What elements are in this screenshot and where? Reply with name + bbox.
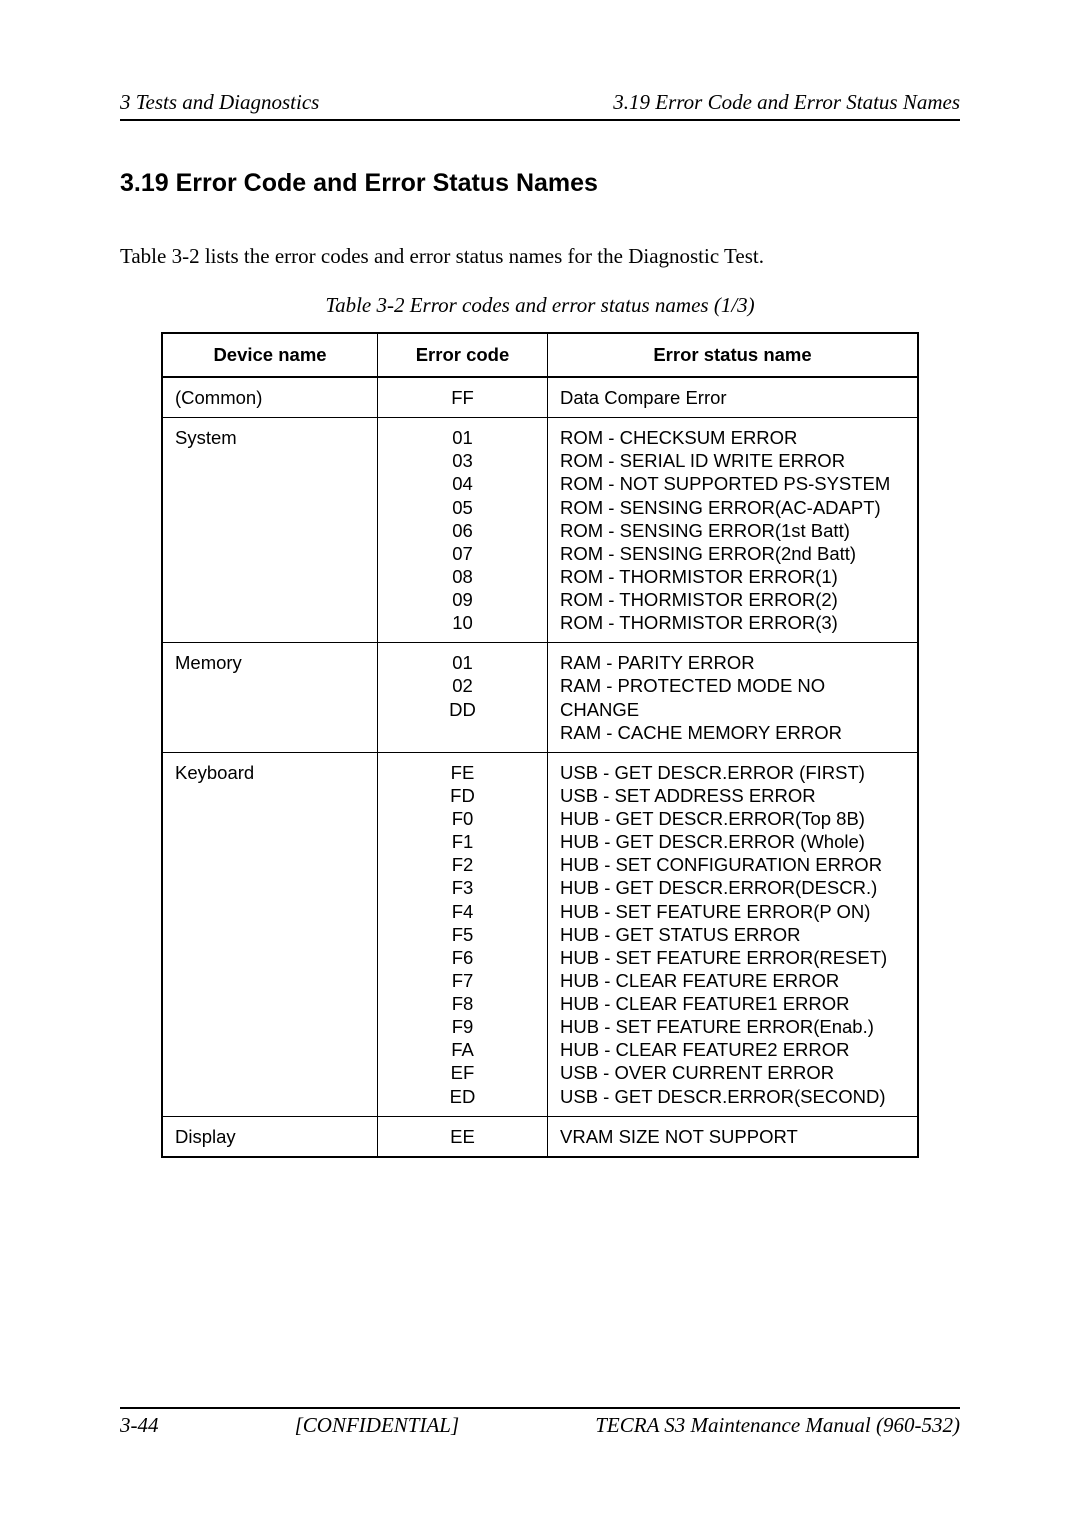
page: 3 Tests and Diagnostics 3.19 Error Code … xyxy=(0,0,1080,1158)
running-header: 3 Tests and Diagnostics 3.19 Error Code … xyxy=(120,90,960,121)
header-left: 3 Tests and Diagnostics xyxy=(120,90,319,115)
cell-statuses: ROM - CHECKSUM ERROR ROM - SERIAL ID WRI… xyxy=(548,418,919,643)
col-header-device: Device name xyxy=(162,333,378,377)
cell-codes: EE xyxy=(378,1116,548,1157)
cell-device: Memory xyxy=(162,643,378,753)
col-header-code: Error code xyxy=(378,333,548,377)
cell-codes: FE FD F0 F1 F2 F3 F4 F5 F6 F7 F8 F9 FA E… xyxy=(378,752,548,1116)
footer-right: TECRA S3 Maintenance Manual (960-532) xyxy=(595,1413,960,1438)
cell-device: (Common) xyxy=(162,377,378,418)
error-code-table: Device name Error code Error status name… xyxy=(161,332,919,1158)
col-header-status: Error status name xyxy=(548,333,919,377)
table-row: (Common) FF Data Compare Error xyxy=(162,377,918,418)
cell-device: Keyboard xyxy=(162,752,378,1116)
section-title: 3.19 Error Code and Error Status Names xyxy=(120,169,960,198)
table-header-row: Device name Error code Error status name xyxy=(162,333,918,377)
cell-statuses: Data Compare Error xyxy=(548,377,919,418)
cell-device: Display xyxy=(162,1116,378,1157)
table-caption: Table 3-2 Error codes and error status n… xyxy=(120,293,960,318)
cell-codes: 01 03 04 05 06 07 08 09 10 xyxy=(378,418,548,643)
cell-statuses: RAM - PARITY ERROR RAM - PROTECTED MODE … xyxy=(548,643,919,753)
running-footer: 3-44 [CONFIDENTIAL] TECRA S3 Maintenance… xyxy=(120,1407,960,1438)
footer-center: [CONFIDENTIAL] xyxy=(295,1413,460,1438)
footer-left: 3-44 xyxy=(120,1413,159,1438)
intro-text: Table 3-2 lists the error codes and erro… xyxy=(120,244,960,269)
table-row: System 01 03 04 05 06 07 08 09 10 ROM - … xyxy=(162,418,918,643)
cell-device: System xyxy=(162,418,378,643)
table-row: Display EE VRAM SIZE NOT SUPPORT xyxy=(162,1116,918,1157)
table-row: Memory 01 02 DD RAM - PARITY ERROR RAM -… xyxy=(162,643,918,753)
header-right: 3.19 Error Code and Error Status Names xyxy=(613,90,960,115)
cell-statuses: USB - GET DESCR.ERROR (FIRST) USB - SET … xyxy=(548,752,919,1116)
table-row: Keyboard FE FD F0 F1 F2 F3 F4 F5 F6 F7 F… xyxy=(162,752,918,1116)
cell-statuses: VRAM SIZE NOT SUPPORT xyxy=(548,1116,919,1157)
cell-codes: 01 02 DD xyxy=(378,643,548,753)
cell-codes: FF xyxy=(378,377,548,418)
